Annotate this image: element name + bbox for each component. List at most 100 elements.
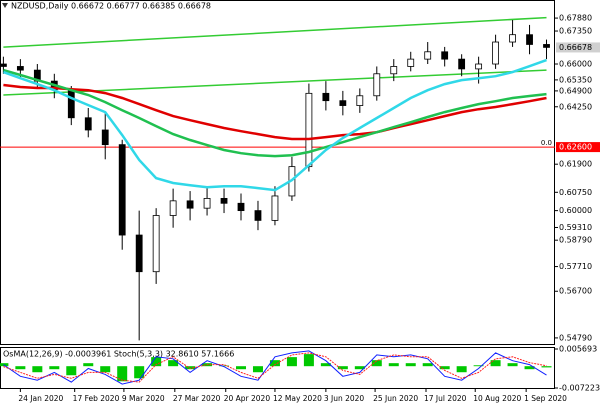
- osma-bar: [507, 363, 518, 367]
- osma-bar: [185, 366, 196, 370]
- candle-body: [424, 51, 432, 60]
- osma-bar: [151, 357, 162, 367]
- candle-body: [186, 200, 194, 209]
- candle-body: [373, 73, 381, 97]
- level-note: 0.0: [541, 139, 552, 147]
- osma-bar: [303, 354, 314, 367]
- osma-bar: [49, 366, 60, 370]
- x-tick-label: 9 Mar 2020: [122, 394, 165, 403]
- y-tick-label: 0.61900: [559, 160, 592, 169]
- candle-body: [322, 92, 330, 102]
- candle-body: [356, 95, 364, 106]
- price-marker-box: [556, 42, 600, 53]
- osma-bar: [168, 360, 179, 367]
- candle-body: [543, 44, 550, 48]
- price-marker-label: 0.66678: [559, 43, 592, 52]
- osma-bar: [236, 366, 247, 370]
- level-label-box: [556, 142, 600, 153]
- y-tick-label: 0.59310: [559, 223, 592, 232]
- moving-average: [3, 68, 547, 158]
- y-tick-label: 0.57710: [559, 262, 592, 271]
- osma-bar: [66, 366, 77, 376]
- candle-body: [441, 51, 449, 60]
- osma-bar: [354, 366, 365, 370]
- chart-title: NZDUSD,Daily 0.66672 0.66777 0.66385 0.6…: [11, 2, 211, 11]
- y-tick-label: 0.56700: [559, 287, 592, 296]
- candle-body: [492, 41, 499, 65]
- osma-bar: [541, 366, 552, 368]
- x-tick-label: 3 Jun 2020: [324, 394, 365, 403]
- osma-bar: [100, 366, 111, 373]
- moving-average: [2, 58, 547, 192]
- osc-panel-frame: [0, 347, 555, 389]
- y-tick-label: 0.58790: [559, 236, 592, 245]
- stoch-line: [3, 352, 547, 383]
- trendline: [3, 16, 547, 48]
- candle-body: [271, 195, 279, 221]
- osma-bar: [320, 363, 331, 367]
- candle-body: [67, 89, 75, 119]
- osma-bar: [83, 363, 94, 367]
- osma-bar: [473, 365, 484, 367]
- y-tick-label: 0.64250: [559, 102, 592, 111]
- y-tick-label: 0.60750: [559, 188, 592, 197]
- osma-bar: [269, 360, 280, 367]
- candle-body: [407, 58, 415, 67]
- x-tick-label: 17 Feb 2020: [73, 394, 120, 403]
- osc-tick-label: -0.007223: [559, 384, 600, 393]
- candle-body: [526, 34, 533, 45]
- moving-average: [3, 83, 547, 141]
- osma-bar: [32, 366, 43, 373]
- x-tick-label: 25 Jun 2020: [373, 394, 418, 403]
- candle-body: [475, 63, 483, 70]
- osc-title: OsMA(12,26,9) -0.0003961 Stoch(5,3,3) 32…: [3, 350, 234, 359]
- osma-bar: [219, 365, 230, 367]
- candle-body: [254, 210, 262, 221]
- candle-body: [84, 117, 92, 131]
- y-tick-label: 0.54790: [559, 333, 592, 342]
- candle-body: [509, 34, 516, 43]
- y-tick-label: 0.64900: [559, 86, 592, 95]
- candle-body: [16, 66, 24, 71]
- osma-bar: [405, 363, 416, 367]
- level-label: 0.62600: [559, 143, 592, 152]
- candle-body: [458, 58, 466, 70]
- osma-bar: [252, 366, 263, 373]
- candle-body: [152, 215, 160, 273]
- candle-body: [169, 200, 177, 216]
- osma-bar: [490, 360, 501, 367]
- candle-body: [390, 66, 398, 75]
- osma-bar: [439, 366, 450, 370]
- osma-bar: [117, 366, 128, 382]
- y-tick-label: 0.66000: [559, 60, 592, 69]
- y-tick-label: 0.67350: [559, 27, 592, 36]
- x-tick-label: 24 Jan 2020: [18, 394, 63, 403]
- y-tick-label: 0.67880: [559, 14, 592, 23]
- candle-body: [135, 234, 143, 273]
- y-tick-label: 0.60000: [559, 206, 592, 215]
- candle-body: [237, 202, 245, 212]
- osma-bar: [286, 357, 297, 367]
- candle-body: [101, 129, 109, 146]
- candle-body: [118, 144, 126, 236]
- osc-tick-label: 0.005693: [559, 345, 597, 354]
- x-tick-label: 27 Mar 2020: [173, 394, 221, 403]
- osma-bar: [524, 366, 535, 370]
- osma-bar: [371, 360, 382, 367]
- symbol-icon: [2, 3, 8, 8]
- candle-body: [339, 100, 347, 106]
- x-tick-label: 10 Aug 2020: [473, 394, 521, 403]
- candle-body: [220, 197, 228, 204]
- x-tick-label: 20 Apr 2020: [224, 394, 271, 403]
- osma-bar: [337, 366, 348, 370]
- main-panel-frame: [0, 0, 555, 345]
- osma-bar: [388, 363, 399, 367]
- osma-bar: [422, 363, 433, 367]
- osma-bar: [134, 366, 145, 379]
- osma-bar: [456, 366, 467, 373]
- candle-body: [0, 63, 7, 67]
- y-tick-label: 0.65350: [559, 75, 592, 84]
- x-tick-label: 1 Sep 2020: [524, 394, 567, 403]
